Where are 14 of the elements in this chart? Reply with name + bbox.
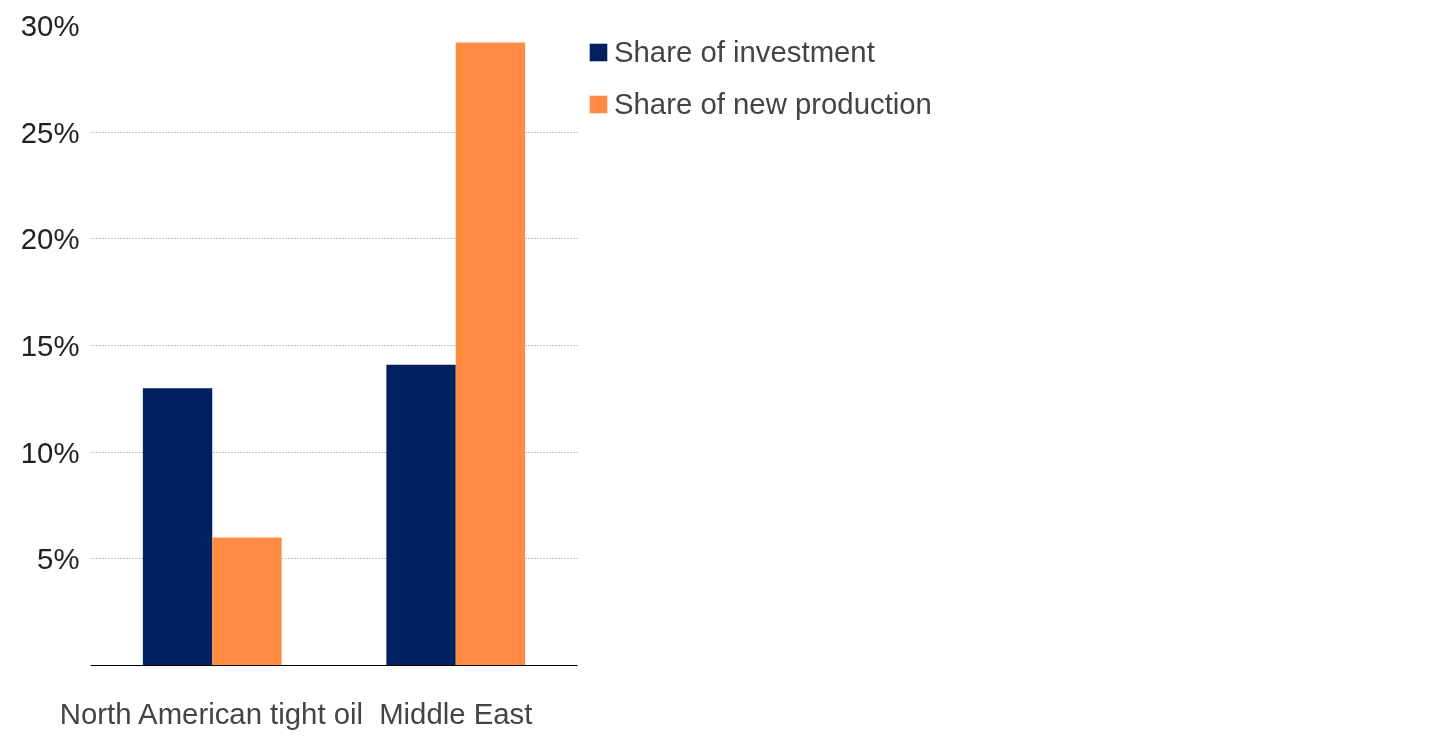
y-tick-label: 20%: [20, 222, 80, 256]
y-tick-label: 25%: [20, 115, 80, 149]
legend-label: Share of investment: [614, 35, 875, 69]
y-tick-label: 30%: [20, 9, 80, 42]
y-tick-label: 5%: [37, 542, 80, 576]
bar: [455, 42, 526, 666]
legend-label: Share of new production: [614, 87, 932, 121]
bar: [212, 537, 282, 666]
y-tick-label: 15%: [20, 329, 80, 362]
x-tick-label: North American tight oil: [59, 696, 364, 730]
x-tick-label: Middle East: [379, 696, 533, 730]
y-tick-label: 10%: [20, 435, 80, 469]
bar: [386, 364, 456, 666]
bar: [142, 388, 213, 666]
